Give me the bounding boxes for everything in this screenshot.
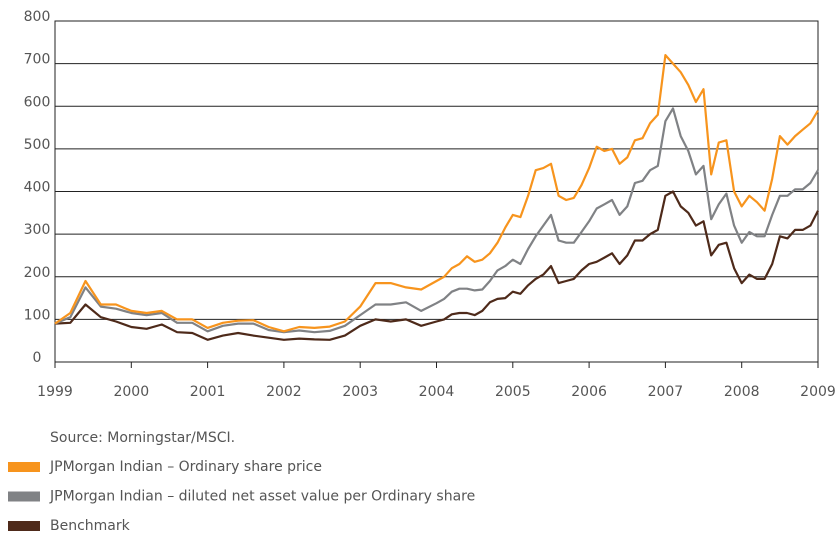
series-line xyxy=(54,190,819,341)
x-tick-label: 2000 xyxy=(113,384,149,400)
x-tick-label: 2004 xyxy=(419,384,455,400)
source-note: Source: Morningstar/MSCI. xyxy=(50,430,235,446)
x-tick-label: 2001 xyxy=(190,384,226,400)
legend-swatch xyxy=(8,462,40,472)
x-tick-label: 2006 xyxy=(571,384,607,400)
y-tick-label: 800 xyxy=(24,9,51,25)
x-tick-label: 2003 xyxy=(342,384,378,400)
series-line xyxy=(54,53,819,333)
y-tick-label: 0 xyxy=(33,350,42,366)
y-tick-label: 600 xyxy=(24,94,51,110)
legend-swatch xyxy=(8,491,40,502)
legend-label: JPMorgan Indian – diluted net asset valu… xyxy=(49,489,475,505)
x-tick-label: 1999 xyxy=(37,384,73,400)
x-tick-label: 2005 xyxy=(495,384,531,400)
legend-label: JPMorgan Indian – Ordinary share price xyxy=(49,459,322,475)
series-line xyxy=(54,107,819,334)
y-tick-label: 300 xyxy=(24,222,51,238)
y-tick-label: 200 xyxy=(24,265,51,281)
y-tick-label: 100 xyxy=(24,307,51,323)
y-tick-label: 400 xyxy=(24,180,51,196)
legend-swatch xyxy=(8,521,40,531)
y-tick-label: 700 xyxy=(24,52,51,68)
x-tick-label: 2007 xyxy=(648,384,684,400)
y-tick-label: 500 xyxy=(24,137,51,153)
legend-label: Benchmark xyxy=(50,518,131,534)
x-tick-label: 2009 xyxy=(800,384,836,400)
x-tick-label: 2008 xyxy=(724,384,760,400)
x-tick-label: 2002 xyxy=(266,384,302,400)
